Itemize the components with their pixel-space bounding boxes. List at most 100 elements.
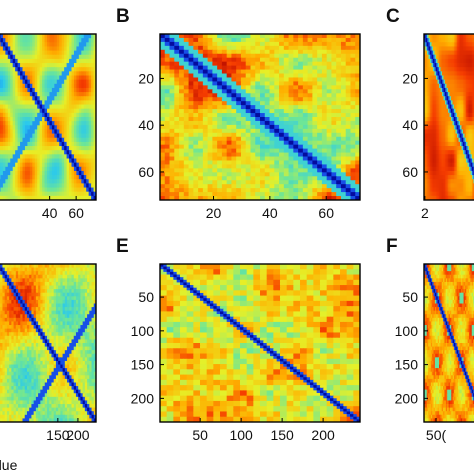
heatmap-cell [298,101,304,106]
heatmap-cell [355,148,360,154]
heatmap-cell [88,71,92,77]
heatmap-cell [88,179,92,184]
heatmap-cell [283,148,290,154]
heatmap-cell [66,141,70,147]
heatmap-cell [236,45,242,51]
heatmap-cell [440,117,443,122]
heatmap-cell [193,124,199,130]
heatmap-cell [78,67,82,72]
heatmap-cell [293,109,299,114]
heatmap-cell [350,184,356,189]
heatmap-cell [434,170,437,176]
heatmap-cell [442,46,445,52]
heatmap-cell [29,195,33,200]
heatmap-cell [469,67,472,72]
heatmap-cell [76,158,80,164]
heatmap-cell [81,137,85,143]
heatmap-cell [437,125,440,131]
heatmap-cell [463,87,466,93]
heatmap-cell [440,46,443,52]
heatmap-cell [183,109,190,114]
heatmap-cell [47,125,51,131]
heatmap-cell [436,137,439,143]
heatmap-cell [350,160,356,166]
heatmap-cell [39,137,43,143]
heatmap-cell [59,183,63,189]
heatmap-cell [212,34,218,39]
heatmap-cell [461,75,464,81]
heatmap-cell [61,129,65,135]
heatmap-cell [451,179,454,184]
heatmap-cell [207,152,213,158]
heatmap-cell [78,137,82,143]
heatmap-cell [454,38,457,43]
heatmap-cell [24,146,28,151]
heatmap-cell [245,196,252,200]
heatmap-cell [15,175,19,180]
heatmap-cell [54,87,58,93]
heatmap-cell [307,81,313,86]
heatmap-cell [469,166,472,172]
heatmap-cell [288,101,294,106]
heatmap-cell [467,195,470,200]
heatmap-cell [442,108,445,114]
heatmap-cell [193,85,199,90]
heatmap-cell [440,75,443,81]
heatmap-cell [0,50,4,56]
heatmap-cell [467,179,470,184]
heatmap-cell [5,141,9,147]
heatmap-cell [174,57,180,63]
heatmap-cell [433,150,436,155]
y-tick-label: 40 [138,117,154,133]
heatmap-cell [264,128,271,134]
heatmap-cell [355,69,360,75]
heatmap-cell [10,175,14,180]
heatmap-cell [183,93,190,98]
heatmap-cell [198,113,204,118]
heatmap-cell [457,129,460,135]
heatmap-cell [231,81,237,86]
heatmap-cell [0,129,4,135]
heatmap-cell [226,160,233,166]
heatmap-cell [470,133,473,139]
heatmap-cell [260,176,266,181]
heatmap-cell [81,71,85,77]
heatmap-cell [460,108,463,114]
heatmap-cell [27,187,31,193]
heatmap-cell [355,81,360,86]
heatmap-cell [49,121,53,126]
heatmap-cell [17,121,21,126]
heatmap-cell [32,191,36,197]
heatmap-cell [17,154,21,160]
heatmap-cell [44,117,48,122]
heatmap-cell [312,128,318,134]
heatmap-cell [331,184,337,189]
heatmap-cell [469,63,472,68]
heatmap-cell [454,42,457,48]
heatmap-cell [20,154,24,160]
heatmap-cell [449,137,452,143]
heatmap-cell [78,154,82,160]
heatmap-cell [274,49,280,55]
heatmap-cell [73,75,77,81]
heatmap-cell [470,34,473,39]
heatmap-cell [88,104,92,110]
heatmap-cell [293,97,299,102]
heatmap-cell [425,141,428,147]
heatmap-cell [463,179,466,184]
heatmap-cell [433,112,436,118]
heatmap-cell [264,85,271,90]
heatmap-cell [434,104,437,110]
heatmap-cell [451,121,454,126]
x-tick-label: 60 [318,205,334,221]
heatmap-cell [221,97,228,102]
heatmap-cell [66,179,70,184]
heatmap-cell [32,46,36,52]
heatmap-cell [452,183,455,189]
heatmap-cell [71,79,75,85]
heatmap-cell [431,46,434,52]
heatmap-cell [42,125,46,131]
heatmap-cell [217,113,223,118]
heatmap-cell [221,93,228,98]
heatmap-cell [317,97,323,102]
